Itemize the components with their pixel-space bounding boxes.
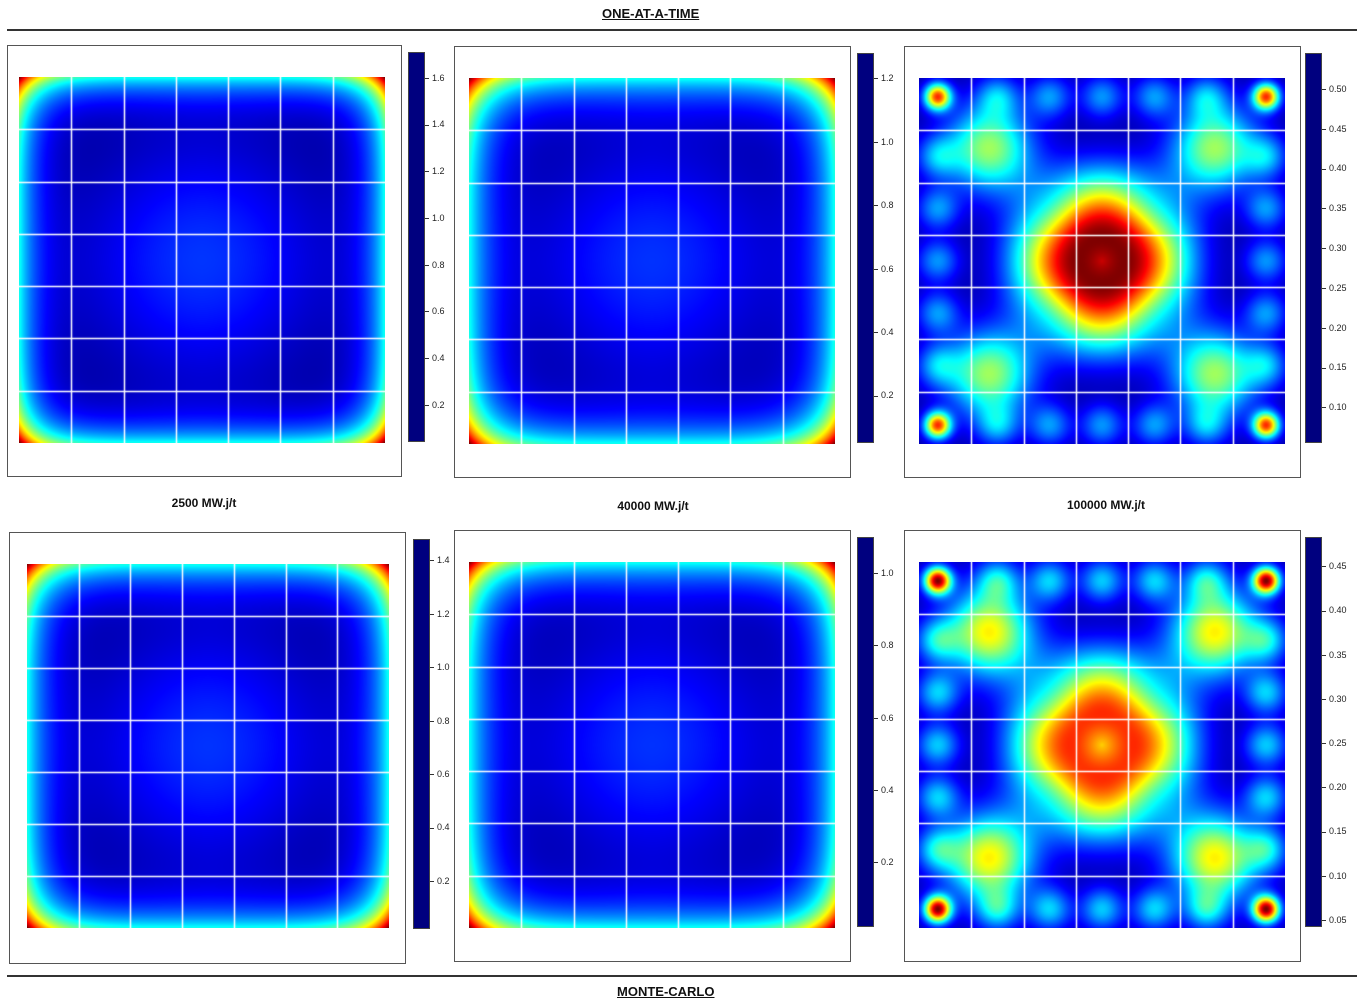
top-divider — [7, 29, 1357, 31]
heatmap-monte-carlo-100000 — [919, 562, 1285, 928]
colorbar-tick-label: 1.0 — [425, 213, 445, 223]
colorbar-gradient — [1306, 538, 1321, 926]
colorbar-tick-label: 0.8 — [874, 640, 894, 650]
colorbar-tick-label: 0.6 — [874, 264, 894, 274]
colorbar-tick-label: 1.0 — [874, 568, 894, 578]
colorbar-tick-label: 0.45 — [1322, 561, 1347, 571]
colorbar-tick-label: 0.6 — [874, 713, 894, 723]
colorbar-tick-label: 1.2 — [874, 73, 894, 83]
colorbar-tick-label: 1.6 — [425, 73, 445, 83]
colorbar-tick-label: 0.8 — [430, 716, 450, 726]
colorbar-tick-label: 0.2 — [425, 400, 445, 410]
colorbar-tick-label: 1.0 — [430, 662, 450, 672]
colorbar-gradient — [1306, 54, 1321, 442]
bottom-divider — [7, 975, 1357, 977]
colorbar-tick-label: 0.40 — [1322, 605, 1347, 615]
burnup-label-2500: 2500 MW.j/t — [171, 496, 237, 510]
colorbar-one-at-a-time-100000 — [1305, 53, 1322, 443]
colorbar-monte-carlo-100000 — [1305, 537, 1322, 927]
colorbar-tick-label: 0.6 — [430, 769, 450, 779]
heatmap-one-at-a-time-40000 — [469, 78, 835, 444]
colorbar-tick-label: 0.8 — [425, 260, 445, 270]
colorbar-tick-label: 0.2 — [874, 390, 894, 400]
colorbar-tick-label: 1.4 — [425, 119, 445, 129]
colorbar-tick-label: 0.05 — [1322, 915, 1347, 925]
colorbar-tick-label: 0.4 — [430, 822, 450, 832]
colorbar-tick-label: 0.35 — [1322, 203, 1347, 213]
colorbar-tick-label: 1.0 — [874, 137, 894, 147]
colorbar-tick-label: 0.10 — [1322, 402, 1347, 412]
colorbar-tick-label: 1.2 — [430, 609, 450, 619]
colorbar-tick-label: 0.4 — [874, 785, 894, 795]
colorbar-tick-label: 0.15 — [1322, 362, 1347, 372]
colorbar-gradient — [409, 53, 424, 441]
colorbar-tick-label: 0.2 — [430, 876, 450, 886]
colorbar-gradient — [858, 538, 873, 926]
colorbar-monte-carlo-2500 — [413, 539, 430, 929]
colorbar-tick-label: 0.45 — [1322, 124, 1347, 134]
colorbar-tick-label: 0.6 — [425, 306, 445, 316]
colorbar-gradient — [858, 54, 873, 442]
colorbar-tick-label: 1.4 — [430, 555, 450, 565]
colorbar-tick-label: 0.8 — [874, 200, 894, 210]
colorbar-monte-carlo-40000 — [857, 537, 874, 927]
burnup-label-100000: 100000 MW.j/t — [1066, 498, 1146, 512]
top-section-title: ONE-AT-A-TIME — [602, 6, 700, 21]
colorbar-gradient — [414, 540, 429, 928]
colorbar-tick-label: 0.2 — [874, 857, 894, 867]
colorbar-tick-label: 0.15 — [1322, 826, 1347, 836]
colorbar-one-at-a-time-40000 — [857, 53, 874, 443]
heatmap-monte-carlo-40000 — [469, 562, 835, 928]
colorbar-tick-label: 0.4 — [425, 353, 445, 363]
colorbar-tick-label: 0.30 — [1322, 694, 1347, 704]
heatmap-one-at-a-time-100000 — [919, 78, 1285, 444]
burnup-label-40000: 40000 MW.j/t — [617, 499, 689, 513]
heatmap-one-at-a-time-2500 — [19, 77, 385, 443]
colorbar-tick-label: 0.25 — [1322, 738, 1347, 748]
colorbar-tick-label: 0.4 — [874, 327, 894, 337]
colorbar-tick-label: 0.30 — [1322, 243, 1347, 253]
heatmap-monte-carlo-2500 — [27, 564, 389, 928]
colorbar-tick-label: 0.10 — [1322, 871, 1347, 881]
colorbar-tick-label: 0.20 — [1322, 782, 1347, 792]
colorbar-tick-label: 0.25 — [1322, 283, 1347, 293]
colorbar-one-at-a-time-2500 — [408, 52, 425, 442]
colorbar-tick-label: 1.2 — [425, 166, 445, 176]
bottom-section-title: MONTE-CARLO — [617, 984, 715, 999]
colorbar-tick-label: 0.50 — [1322, 84, 1347, 94]
colorbar-tick-label: 0.35 — [1322, 650, 1347, 660]
colorbar-tick-label: 0.20 — [1322, 323, 1347, 333]
colorbar-tick-label: 0.40 — [1322, 163, 1347, 173]
